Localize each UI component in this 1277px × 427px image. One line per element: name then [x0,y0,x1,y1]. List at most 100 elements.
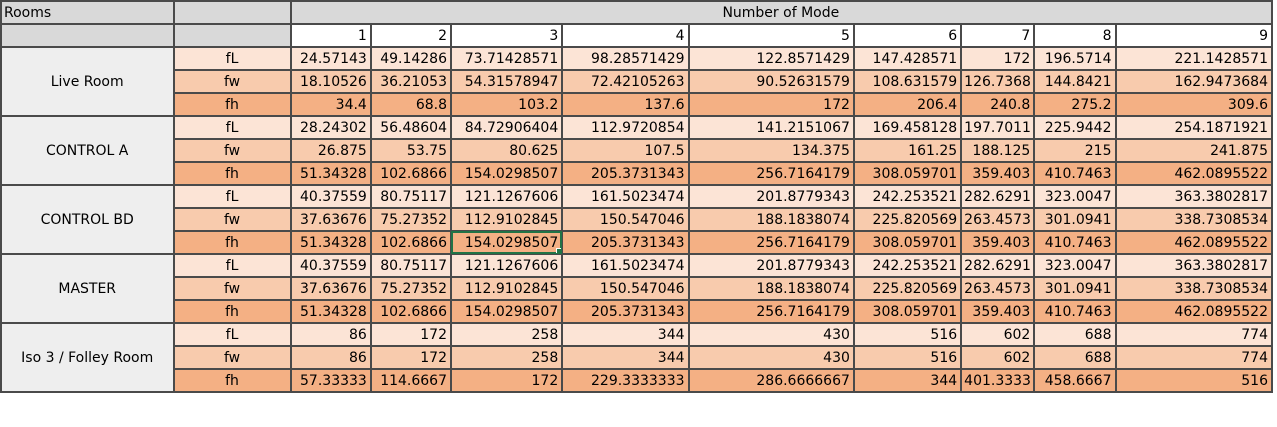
value-cell[interactable]: 263.4573 [960,276,1036,301]
value-cell[interactable]: 172 [369,345,453,370]
value-cell[interactable]: 430 [687,345,855,370]
room-name-cell[interactable]: MASTER [0,253,176,324]
value-cell[interactable]: 215 [1033,138,1117,163]
value-cell[interactable]: 172 [960,46,1036,71]
frequency-type-cell[interactable]: fL [173,115,292,140]
value-cell[interactable]: 80.625 [449,138,564,163]
value-cell[interactable]: 51.34328 [289,161,372,186]
value-cell[interactable]: 75.27352 [369,276,453,301]
frequency-type-cell[interactable]: fh [173,299,292,324]
value-cell[interactable]: 205.3731343 [561,230,690,255]
value-cell[interactable]: 56.48604 [369,115,453,140]
value-cell[interactable]: 169.458128 [852,115,963,140]
room-name-cell[interactable]: Live Room [0,46,176,117]
value-cell[interactable]: 26.875 [289,138,372,163]
value-cell[interactable]: 462.0895522 [1114,299,1273,324]
frequency-type-cell[interactable]: fL [173,322,292,347]
value-cell[interactable]: 338.7308534 [1114,207,1273,232]
value-cell[interactable]: 225.9442 [1033,115,1117,140]
value-cell[interactable]: 308.059701 [852,299,963,324]
value-cell[interactable]: 241.875 [1114,138,1273,163]
value-cell[interactable]: 225.820569 [852,207,963,232]
value-cell[interactable]: 121.1267606 [449,253,564,278]
value-cell[interactable]: 774 [1114,345,1273,370]
value-cell[interactable]: 308.059701 [852,230,963,255]
value-cell[interactable]: 34.4 [289,92,372,117]
mode-number-cell[interactable]: 2 [369,23,453,48]
value-cell[interactable]: 122.8571429 [687,46,855,71]
frequency-type-cell[interactable]: fL [173,253,292,278]
empty-header-cell[interactable] [173,23,292,48]
value-cell[interactable]: 150.547046 [561,207,690,232]
value-cell[interactable]: 40.37559 [289,253,372,278]
value-cell[interactable]: 108.631579 [852,69,963,94]
value-cell[interactable]: 242.253521 [852,253,963,278]
mode-number-cell[interactable]: 4 [561,23,690,48]
value-cell[interactable]: 301.0941 [1033,207,1117,232]
value-cell[interactable]: 410.7463 [1033,299,1117,324]
frequency-type-cell[interactable]: fw [173,207,292,232]
value-cell[interactable]: 205.3731343 [561,161,690,186]
mode-number-cell[interactable]: 1 [289,23,372,48]
value-cell[interactable]: 359.403 [960,299,1036,324]
value-cell[interactable]: 188.125 [960,138,1036,163]
value-cell[interactable]: 688 [1033,322,1117,347]
value-cell[interactable]: 121.1267606 [449,184,564,209]
value-cell[interactable]: 84.72906404 [449,115,564,140]
value-cell[interactable]: 49.14286 [369,46,453,71]
frequency-type-cell[interactable]: fh [173,230,292,255]
value-cell[interactable]: 75.27352 [369,207,453,232]
value-cell[interactable]: 112.9102845 [449,276,564,301]
value-cell[interactable]: 188.1838074 [687,207,855,232]
value-cell[interactable]: 102.6866 [369,299,453,324]
value-cell[interactable]: 359.403 [960,161,1036,186]
value-cell[interactable]: 344 [561,322,690,347]
value-cell[interactable]: 102.6866 [369,161,453,186]
value-cell[interactable]: 275.2 [1033,92,1117,117]
value-cell[interactable]: 286.6666667 [687,368,855,393]
value-cell[interactable]: 72.42105263 [561,69,690,94]
value-cell[interactable]: 309.6 [1114,92,1273,117]
value-cell[interactable]: 24.57143 [289,46,372,71]
value-cell[interactable]: 254.1871921 [1114,115,1273,140]
value-cell[interactable]: 344 [852,368,963,393]
value-cell[interactable]: 688 [1033,345,1117,370]
value-cell[interactable]: 36.21053 [369,69,453,94]
value-cell[interactable]: 53.75 [369,138,453,163]
value-cell[interactable]: 458.6667 [1033,368,1117,393]
value-cell[interactable]: 323.0047 [1033,184,1117,209]
value-cell[interactable]: 154.0298507 [449,161,564,186]
value-cell[interactable]: 37.63676 [289,207,372,232]
value-cell[interactable]: 206.4 [852,92,963,117]
value-cell[interactable]: 225.820569 [852,276,963,301]
value-cell[interactable]: 410.7463 [1033,230,1117,255]
frequency-type-cell[interactable]: fw [173,276,292,301]
room-name-cell[interactable]: CONTROL BD [0,184,176,255]
value-cell[interactable]: 201.8779343 [687,253,855,278]
value-cell[interactable]: 229.3333333 [561,368,690,393]
value-cell[interactable]: 161.5023474 [561,253,690,278]
value-cell[interactable]: 462.0895522 [1114,230,1273,255]
value-cell[interactable]: 18.10526 [289,69,372,94]
empty-header-cell[interactable] [173,0,292,25]
value-cell[interactable]: 73.71428571 [449,46,564,71]
mode-number-cell[interactable]: 7 [960,23,1036,48]
value-cell[interactable]: 602 [960,322,1036,347]
value-cell[interactable]: 301.0941 [1033,276,1117,301]
value-cell[interactable]: 323.0047 [1033,253,1117,278]
value-cell[interactable]: 86 [289,322,372,347]
value-cell[interactable]: 221.1428571 [1114,46,1273,71]
frequency-type-cell[interactable]: fw [173,69,292,94]
value-cell[interactable]: 172 [687,92,855,117]
value-cell[interactable]: 258 [449,345,564,370]
value-cell[interactable]: 162.9473684 [1114,69,1273,94]
value-cell[interactable]: 282.6291 [960,253,1036,278]
value-cell[interactable]: 197.7011 [960,115,1036,140]
value-cell[interactable]: 602 [960,345,1036,370]
value-cell[interactable]: 80.75117 [369,184,453,209]
value-cell[interactable]: 37.63676 [289,276,372,301]
value-cell[interactable]: 338.7308534 [1114,276,1273,301]
value-cell[interactable]: 201.8779343 [687,184,855,209]
value-cell[interactable]: 172 [449,368,564,393]
value-cell[interactable]: 462.0895522 [1114,161,1273,186]
